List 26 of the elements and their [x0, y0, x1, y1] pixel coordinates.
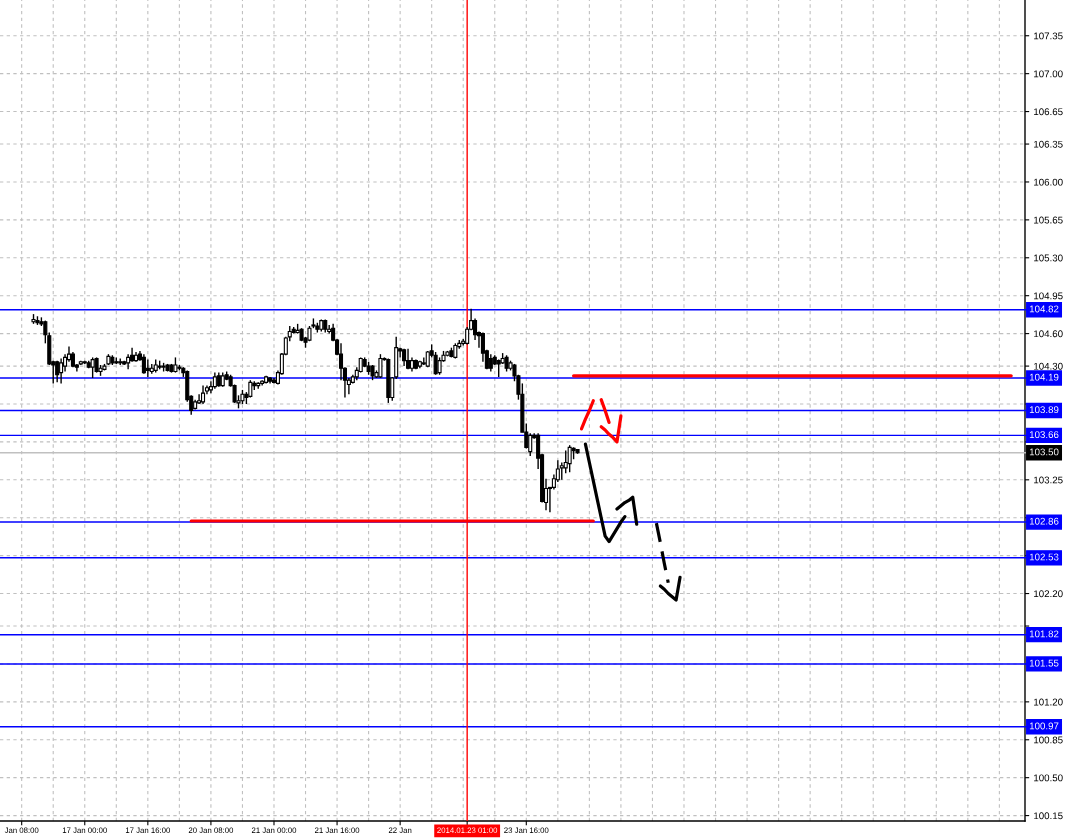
- y-tick-label: 100.85: [1034, 736, 1063, 744]
- ref-line-label: 104.82: [1029, 305, 1059, 313]
- ref-line-label: 103.89: [1029, 406, 1059, 414]
- y-tick-label: 104.60: [1034, 330, 1063, 338]
- y-tick-label: 106.65: [1034, 108, 1063, 116]
- y-tick-label: 100.50: [1034, 774, 1063, 782]
- ref-line-label: 100.97: [1029, 722, 1059, 730]
- ref-line-label: 101.55: [1029, 659, 1059, 667]
- ref-line-label: 102.53: [1029, 553, 1059, 561]
- y-tick-label: 100.15: [1034, 812, 1063, 820]
- y-tick-label: 101.20: [1034, 698, 1063, 706]
- y-tick-label: 107.35: [1034, 32, 1063, 40]
- ref-line-label: 102.86: [1029, 517, 1059, 525]
- ref-line-label: 103.50: [1029, 448, 1059, 456]
- ref-line-label: 103.66: [1029, 431, 1059, 439]
- ref-line-label: 101.82: [1029, 630, 1059, 638]
- y-tick-label: 106.35: [1034, 140, 1063, 148]
- y-tick-label: 107.00: [1034, 70, 1063, 78]
- y-tick-label: 106.00: [1034, 178, 1063, 186]
- y-tick-label: 102.20: [1034, 590, 1063, 598]
- y-tick-label: 104.30: [1034, 362, 1063, 370]
- y-tick-label: 105.30: [1034, 254, 1063, 262]
- y-tick-label: 105.65: [1034, 216, 1063, 224]
- y-tick-label: 103.25: [1034, 476, 1063, 484]
- ref-line-label: 104.19: [1029, 373, 1059, 381]
- y-tick-label: 104.95: [1034, 292, 1063, 300]
